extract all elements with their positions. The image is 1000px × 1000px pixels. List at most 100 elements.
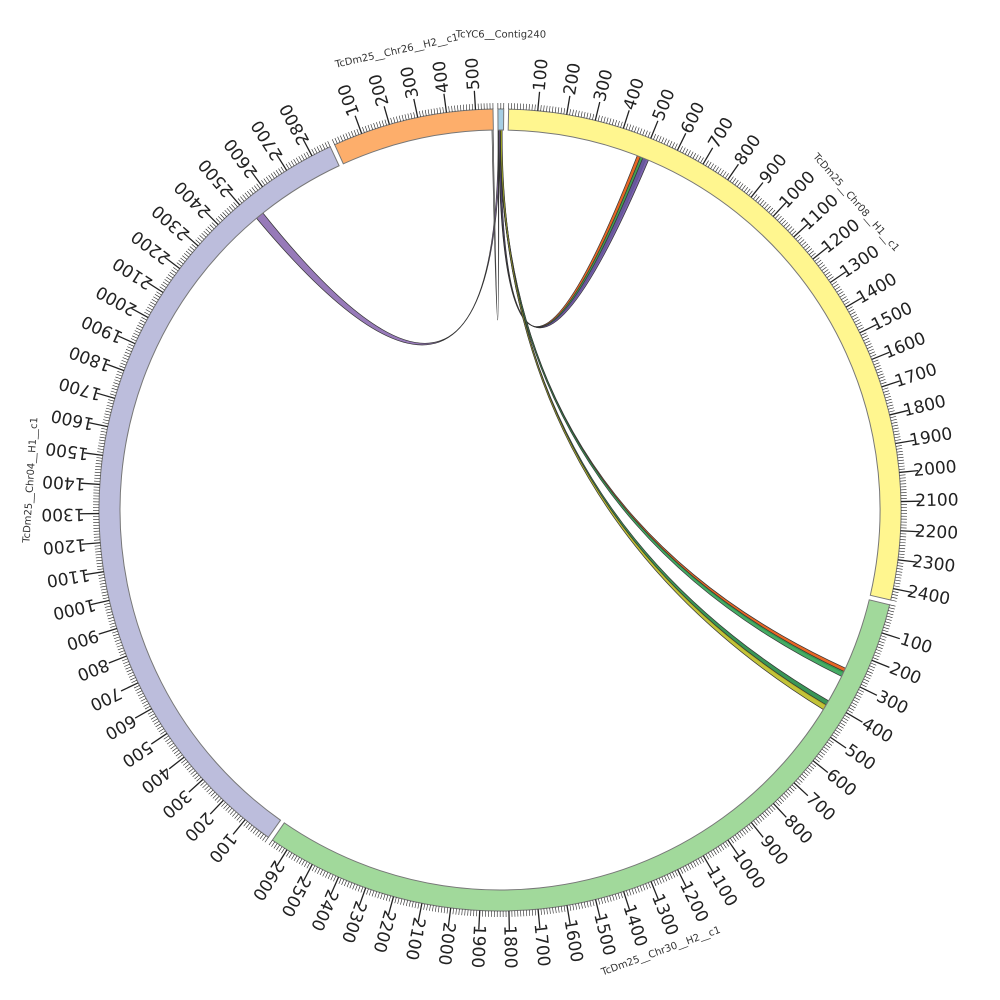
minor-tick [549,106,551,113]
major-tick [830,736,847,749]
minor-tick [620,121,623,128]
minor-tick [617,893,621,900]
major-tick [845,712,863,723]
tick-label: 1200 [42,534,87,557]
minor-tick [759,199,765,205]
link-contig240-chr04 [256,129,501,346]
minor-tick [398,115,401,122]
minor-tick [886,401,893,404]
minor-tick [124,351,131,355]
minor-tick [669,873,673,879]
minor-tick [785,224,791,229]
minor-tick [385,894,389,901]
minor-tick [168,742,174,747]
minor-tick [617,120,620,127]
major-tick [893,587,912,593]
minor-tick [229,809,235,815]
minor-tick [370,123,373,130]
minor-tick [250,826,255,832]
minor-tick [894,436,901,439]
minor-tick [795,234,801,240]
minor-tick [552,907,554,914]
major-tick [859,686,878,696]
minor-tick [228,206,234,211]
minor-tick [209,224,215,230]
minor-tick [861,684,867,688]
minor-tick [187,248,193,253]
minor-tick [658,136,662,142]
minor-tick [634,126,637,133]
minor-tick [658,877,662,884]
major-tick [131,307,149,319]
minor-tick [814,758,820,763]
tick-layer [80,90,920,930]
minor-tick [717,168,722,174]
minor-tick [768,207,774,213]
minor-tick [100,588,107,591]
minor-tick [614,893,618,900]
minor-tick [152,718,158,723]
minor-tick [268,174,273,181]
minor-tick [130,338,137,342]
minor-tick [874,651,881,655]
minor-tick [156,291,162,296]
minor-tick [839,722,846,727]
minor-tick [140,698,147,702]
minor-tick [331,139,335,145]
minor-tick [154,294,161,298]
minor-tick [892,591,899,593]
minor-tick [888,407,895,410]
major-tick [845,296,863,308]
major-tick [117,335,136,345]
minor-tick [357,885,361,892]
minor-tick [896,568,903,570]
minor-tick [107,402,114,405]
minor-tick [868,668,875,672]
minor-tick [189,246,195,251]
minor-tick [327,873,331,880]
minor-tick [679,868,684,874]
minor-tick [663,138,667,145]
minor-tick [563,108,566,115]
minor-tick [839,293,846,298]
minor-tick [182,255,188,260]
minor-tick [121,658,128,662]
minor-tick [592,900,595,907]
tick-label: 1900 [79,311,127,347]
minor-tick [126,669,133,673]
minor-tick [572,904,575,911]
major-tick [302,864,313,882]
minor-tick [218,216,223,221]
minor-tick [746,825,751,832]
minor-tick [151,299,158,303]
major-tick [387,896,395,916]
minor-tick [549,907,551,914]
minor-tick [807,767,813,772]
tick-label: 500 [649,86,680,124]
minor-tick [96,559,103,562]
minor-tick [852,316,859,321]
minor-tick [344,880,347,887]
minor-tick [113,382,120,385]
minor-tick [819,264,825,269]
minor-tick [697,858,702,864]
minor-tick [766,205,771,211]
minor-tick [141,317,147,321]
minor-tick [119,365,126,369]
minor-tick [805,769,811,774]
minor-tick [606,117,609,124]
minor-tick [110,390,117,394]
tick-label: 1700 [892,360,939,392]
minor-tick [423,903,426,910]
minor-tick [116,644,123,648]
tick-label: 1600 [560,918,587,964]
link-contig240-chr08 [498,129,647,328]
minor-tick [805,245,811,251]
minor-tick [833,283,839,288]
minor-tick [202,783,208,789]
minor-tick [118,650,125,653]
minor-tick [897,453,904,456]
minor-tick [757,198,762,204]
minor-tick [345,133,349,140]
minor-tick [753,820,758,826]
